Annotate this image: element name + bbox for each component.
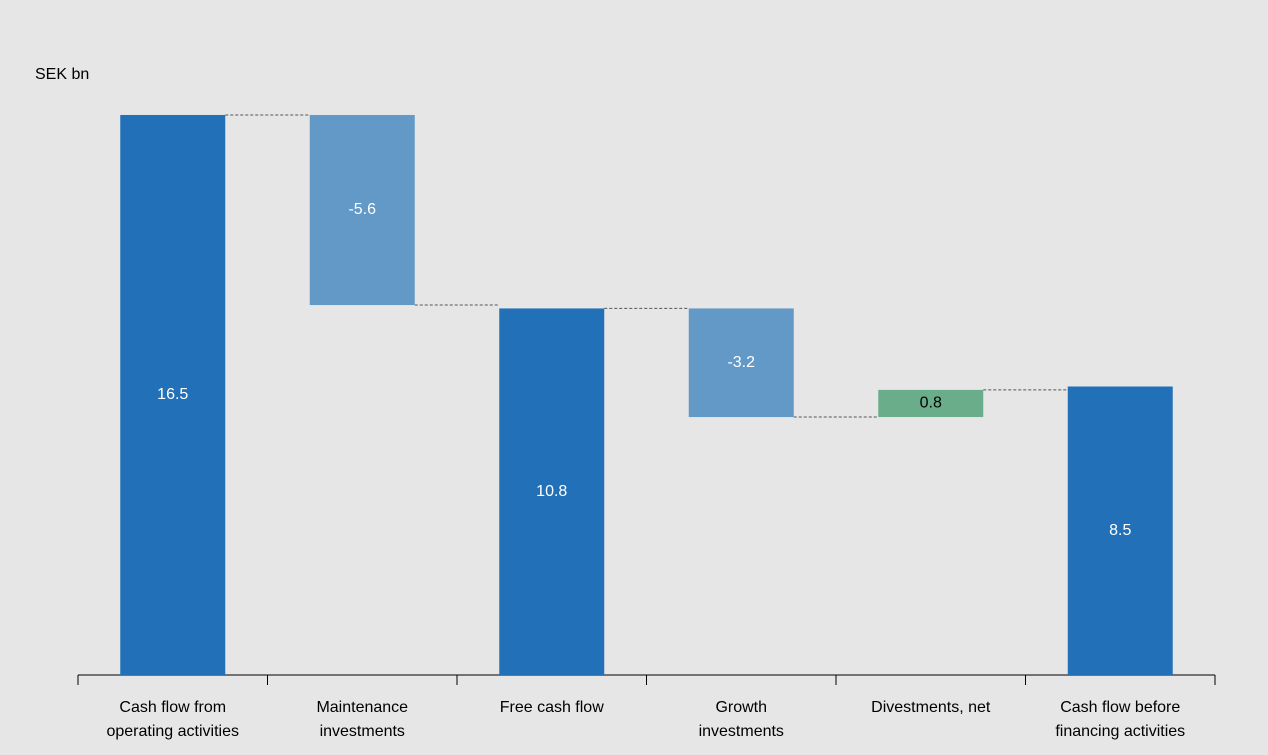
- bar: [688, 308, 794, 418]
- data-label: 16.5: [157, 386, 188, 403]
- data-label: -3.2: [727, 354, 755, 371]
- bar: [309, 114, 415, 306]
- x-tick-label: Cash flow before: [1060, 699, 1180, 716]
- x-tick-label: operating activities: [106, 723, 239, 740]
- x-tick-label: Maintenance: [316, 699, 408, 716]
- data-label: 0.8: [920, 395, 942, 412]
- bar: [499, 308, 605, 675]
- unit-label: SEK bn: [35, 66, 89, 83]
- x-tick-label: Growth: [715, 699, 767, 716]
- x-tick-label: Free cash flow: [500, 699, 604, 716]
- data-label: 8.5: [1109, 522, 1131, 539]
- bar: [1067, 386, 1173, 675]
- x-tick-label: investments: [699, 723, 784, 740]
- x-tick-label: investments: [320, 723, 405, 740]
- x-tick-label: financing activities: [1055, 723, 1185, 740]
- bar: [120, 114, 226, 676]
- data-label: 10.8: [536, 483, 567, 500]
- data-label: -5.6: [348, 201, 376, 218]
- x-tick-label: Cash flow from: [119, 699, 226, 716]
- x-tick-label: Divestments, net: [871, 699, 991, 716]
- bar: [878, 389, 984, 418]
